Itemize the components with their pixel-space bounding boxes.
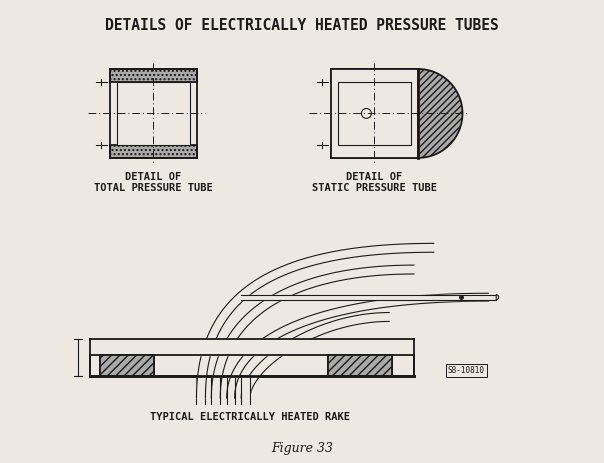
- Bar: [110, 145, 197, 158]
- Text: DETAIL OF: DETAIL OF: [346, 172, 402, 181]
- Circle shape: [361, 108, 371, 119]
- Polygon shape: [240, 295, 496, 300]
- Polygon shape: [226, 293, 488, 398]
- Text: DETAILS OF ELECTRICALLY HEATED PRESSURE TUBES: DETAILS OF ELECTRICALLY HEATED PRESSURE …: [105, 18, 499, 32]
- Bar: [110, 69, 197, 158]
- Bar: [100, 355, 155, 376]
- Bar: [328, 355, 392, 376]
- Polygon shape: [211, 265, 414, 398]
- Text: TOTAL PRESSURE TUBE: TOTAL PRESSURE TUBE: [94, 182, 213, 193]
- Bar: [110, 69, 197, 82]
- Polygon shape: [196, 376, 205, 404]
- Bar: [328, 355, 392, 376]
- Polygon shape: [211, 376, 220, 404]
- Text: TYPICAL ELECTRICALLY HEATED RAKE: TYPICAL ELECTRICALLY HEATED RAKE: [150, 412, 350, 422]
- Text: S8-10810: S8-10810: [448, 366, 485, 375]
- Text: Figure 33: Figure 33: [271, 443, 333, 456]
- Wedge shape: [496, 295, 499, 300]
- Text: DETAIL OF: DETAIL OF: [125, 172, 182, 181]
- Bar: [331, 145, 418, 158]
- Polygon shape: [226, 376, 234, 404]
- Bar: [331, 69, 418, 158]
- Bar: [338, 82, 411, 145]
- Wedge shape: [418, 69, 463, 158]
- Polygon shape: [90, 339, 414, 355]
- Polygon shape: [241, 313, 389, 398]
- Polygon shape: [241, 376, 250, 404]
- Polygon shape: [196, 244, 434, 398]
- Bar: [331, 69, 418, 82]
- Bar: [100, 355, 155, 376]
- Text: STATIC PRESSURE TUBE: STATIC PRESSURE TUBE: [312, 182, 437, 193]
- Bar: [117, 82, 190, 145]
